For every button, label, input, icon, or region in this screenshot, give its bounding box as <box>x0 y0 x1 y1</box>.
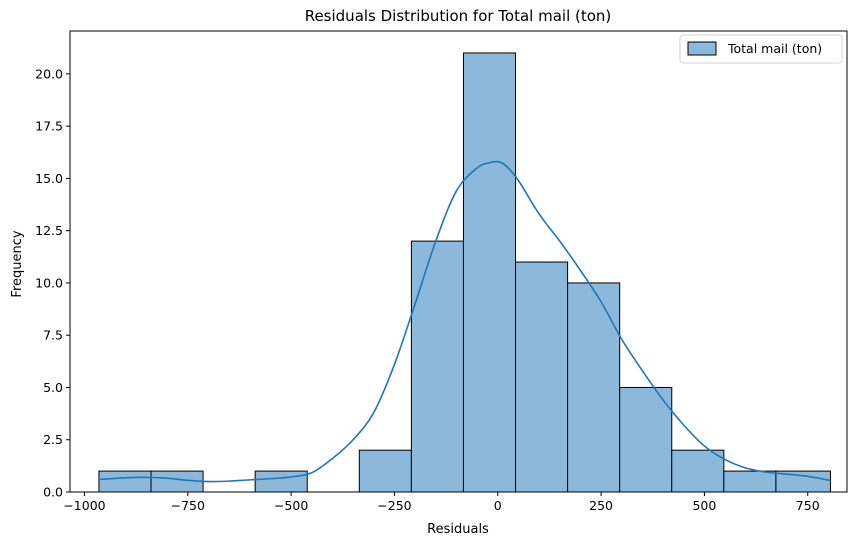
x-tick-label: 750 <box>796 498 820 513</box>
legend-swatch <box>687 41 717 56</box>
y-axis-ticks: 0.0 2.5 5.0 7.5 10.0 12.5 15.0 17.5 20.0 <box>35 66 70 500</box>
histogram-bar <box>567 282 621 493</box>
chart-title: Residuals Distribution for Total mail (t… <box>305 7 612 25</box>
legend-label: Total mail (ton) <box>727 41 822 56</box>
axes-frame <box>69 30 848 493</box>
x-tick-label: −1000 <box>63 498 105 513</box>
histogram-bar <box>723 470 777 493</box>
y-tick-label: 2.5 <box>43 432 63 447</box>
y-tick-label: 10.0 <box>35 275 63 290</box>
kde-curve <box>98 160 831 483</box>
histogram-bar <box>254 470 308 493</box>
y-tick-label: 20.0 <box>35 66 63 81</box>
y-tick-label: 17.5 <box>35 119 63 134</box>
y-axis-label: Frequency <box>10 230 25 297</box>
histogram-bar <box>515 261 569 493</box>
x-tick-label: 500 <box>692 498 716 513</box>
plot-area <box>69 30 848 493</box>
histogram-bar <box>671 449 725 493</box>
x-tick-label: −750 <box>171 498 205 513</box>
legend-frame <box>679 34 843 64</box>
x-tick-label: 0 <box>494 498 502 513</box>
x-tick-label: −500 <box>274 498 308 513</box>
x-tick-label: −250 <box>377 498 411 513</box>
legend: Total mail (ton) <box>679 34 843 64</box>
y-tick-label: 0.0 <box>43 485 63 500</box>
y-tick-label: 12.5 <box>35 223 63 238</box>
histogram-bar <box>98 470 152 493</box>
histogram-bar <box>410 240 464 493</box>
y-tick-label: 5.0 <box>43 380 63 395</box>
y-tick-label: 7.5 <box>43 328 63 343</box>
x-tick-label: 250 <box>589 498 613 513</box>
y-tick-label: 15.0 <box>35 171 63 186</box>
histogram-bar <box>462 52 517 493</box>
x-axis-label: Residuals <box>427 522 489 537</box>
x-axis-ticks: −1000 −750 −500 −250 0 250 500 750 <box>63 492 820 513</box>
histogram-bar <box>358 449 412 493</box>
histogram-bar <box>619 386 673 493</box>
